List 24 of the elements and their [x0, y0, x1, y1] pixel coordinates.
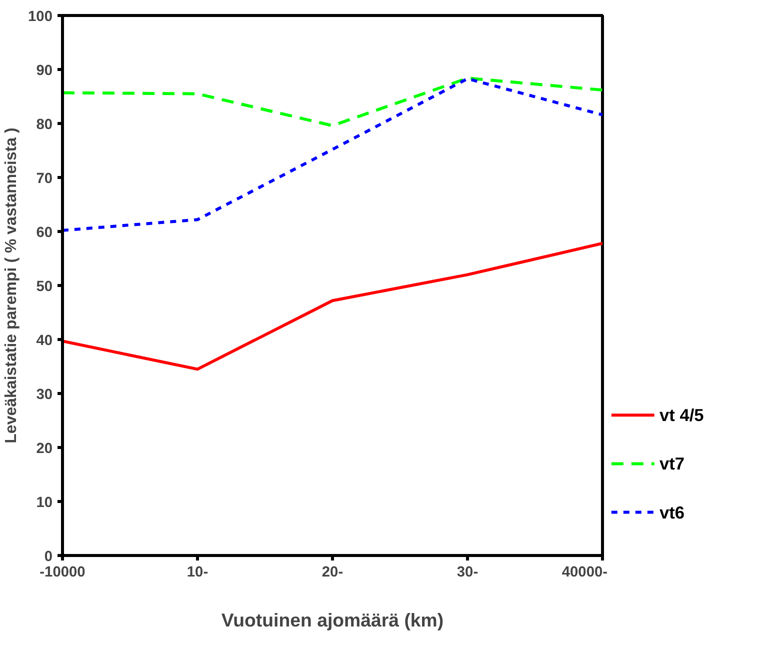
x-axis-title: Vuotuinen ajomäärä (km)	[221, 610, 444, 630]
y-tick-label: 100	[28, 9, 53, 25]
y-tick-label: 30	[36, 387, 53, 403]
x-tick-label: 10-	[186, 564, 208, 580]
x-tick-label: 20-	[322, 564, 344, 580]
line-series	[62, 242, 602, 371]
y-tick-label: 40	[36, 333, 53, 349]
x-tick-label: -10000	[40, 564, 86, 580]
legend-label: vt6	[660, 502, 685, 522]
legend-label: vt 4/5	[660, 405, 704, 426]
y-tick-label: 90	[36, 63, 53, 79]
y-tick-label: 0	[44, 549, 53, 565]
y-tick-label: 20	[36, 441, 53, 457]
x-tick-label: 40000-	[562, 564, 608, 580]
y-tick-label: 80	[36, 117, 53, 133]
line-series	[62, 77, 602, 232]
legend-label: vt7	[660, 454, 685, 474]
x-tick-label: 30-	[456, 564, 478, 580]
y-tick-label: 10	[36, 495, 53, 511]
y-tick-label: 50	[36, 279, 53, 295]
y-axis-title: Leveäkaistatie parempi ( % vastanneista )	[3, 128, 20, 444]
y-tick-label: 70	[36, 171, 53, 187]
y-tick-label: 60	[36, 225, 53, 241]
line-series	[62, 76, 602, 128]
